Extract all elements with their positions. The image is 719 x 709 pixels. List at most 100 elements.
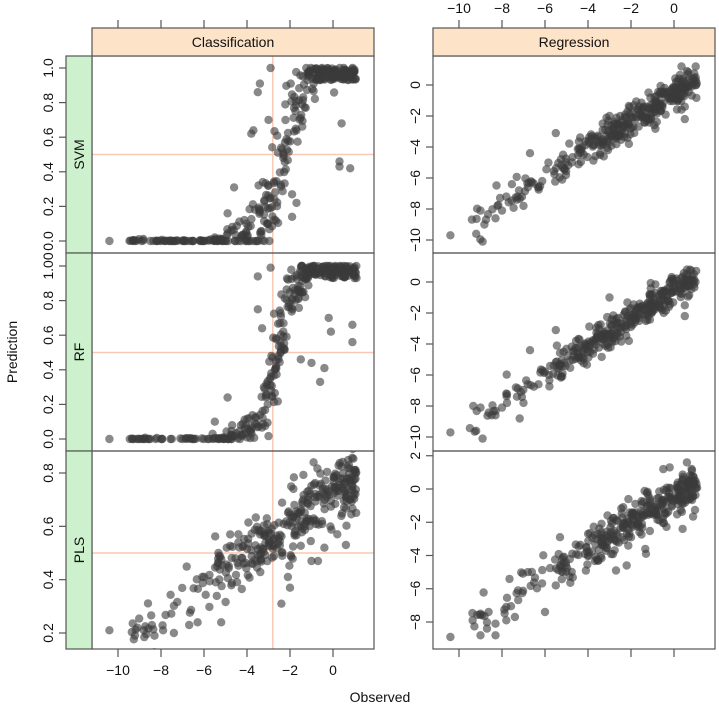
y-tick-label: 0.2 (40, 623, 56, 643)
data-point (105, 236, 114, 246)
data-point (446, 428, 455, 437)
data-point (264, 115, 273, 125)
data-point (672, 105, 682, 114)
data-point (624, 541, 633, 550)
data-point (301, 103, 310, 113)
data-point (683, 292, 693, 301)
data-point (567, 158, 577, 167)
data-point (294, 294, 303, 304)
data-point (483, 210, 493, 219)
data-point (540, 607, 550, 617)
data-point (654, 302, 663, 311)
row-strip-label: SVM (71, 139, 87, 169)
data-point (468, 616, 477, 625)
data-point (596, 150, 605, 160)
data-point (568, 573, 577, 582)
data-point (149, 625, 158, 634)
data-point (574, 137, 584, 146)
data-point (320, 543, 329, 552)
data-point (249, 126, 258, 135)
data-point (306, 536, 315, 546)
data-point (605, 111, 614, 121)
y-tick-label: 0.6 (40, 325, 56, 345)
y-axis-title: Prediction (4, 321, 20, 383)
data-point (310, 492, 319, 502)
data-point (539, 368, 549, 378)
y-tick-label: 0 (407, 278, 423, 286)
data-point (244, 518, 253, 527)
data-point (281, 100, 290, 109)
data-point (251, 513, 260, 522)
data-point (558, 372, 567, 381)
data-point (223, 229, 233, 238)
data-point (266, 63, 275, 73)
x-tick-label-bottom: −10 (106, 662, 130, 678)
data-point (324, 66, 333, 75)
data-point (223, 393, 232, 402)
data-point (267, 351, 276, 361)
data-point (677, 507, 687, 517)
row-strip-label: RF (71, 343, 87, 362)
data-point (519, 201, 528, 211)
data-point (276, 337, 285, 347)
data-point (285, 561, 294, 570)
data-point (311, 74, 320, 83)
data-point (310, 94, 320, 104)
data-point (652, 104, 661, 114)
y-tick-label: 0 (407, 81, 423, 89)
data-point (665, 483, 674, 492)
data-point (617, 337, 626, 346)
data-point (143, 599, 153, 608)
data-point (472, 426, 481, 435)
data-point (273, 397, 282, 406)
x-tick-label-bottom: −8 (153, 662, 169, 678)
data-point (167, 434, 176, 444)
data-point (669, 298, 678, 307)
data-point (639, 497, 648, 507)
y-tick-label: 2 (407, 452, 423, 460)
data-point (659, 464, 668, 474)
panel-rf-regression-points (446, 265, 701, 443)
data-point (602, 326, 612, 335)
data-point (137, 236, 146, 246)
data-point (554, 158, 563, 168)
data-point (348, 320, 357, 329)
data-point (478, 237, 487, 246)
data-point (130, 631, 140, 640)
data-point (307, 556, 316, 566)
data-point (234, 530, 243, 539)
data-point (289, 473, 299, 482)
data-point (538, 176, 547, 186)
data-point (352, 508, 361, 518)
data-point (303, 498, 312, 507)
data-point (307, 358, 316, 368)
data-point (251, 541, 260, 550)
data-point (287, 513, 296, 522)
data-point (675, 70, 685, 80)
data-point (135, 614, 144, 623)
axes-layer: 0.0 0.2 0.4 0.6 0.8 1.0 −10 −8 −6 −4 −2 0 0.0 0.2 0.4 0… (40, 0, 678, 678)
data-point (665, 463, 674, 472)
data-point (189, 236, 198, 246)
data-point (205, 602, 214, 612)
data-point (687, 464, 696, 474)
data-point (350, 466, 359, 475)
data-point (234, 538, 243, 547)
data-point (276, 319, 285, 328)
data-point (228, 542, 237, 551)
data-point (263, 204, 273, 213)
data-point (691, 80, 700, 90)
data-point (337, 462, 346, 471)
column-strip-label: Classification (192, 34, 274, 50)
data-point (606, 523, 615, 532)
data-point (185, 620, 194, 630)
data-point (687, 91, 696, 100)
data-point (446, 231, 455, 240)
data-point (253, 88, 262, 97)
data-point (329, 273, 339, 283)
data-point (534, 183, 543, 192)
data-point (287, 265, 296, 274)
data-point (260, 550, 270, 559)
data-point (596, 320, 605, 329)
data-point (350, 273, 359, 283)
